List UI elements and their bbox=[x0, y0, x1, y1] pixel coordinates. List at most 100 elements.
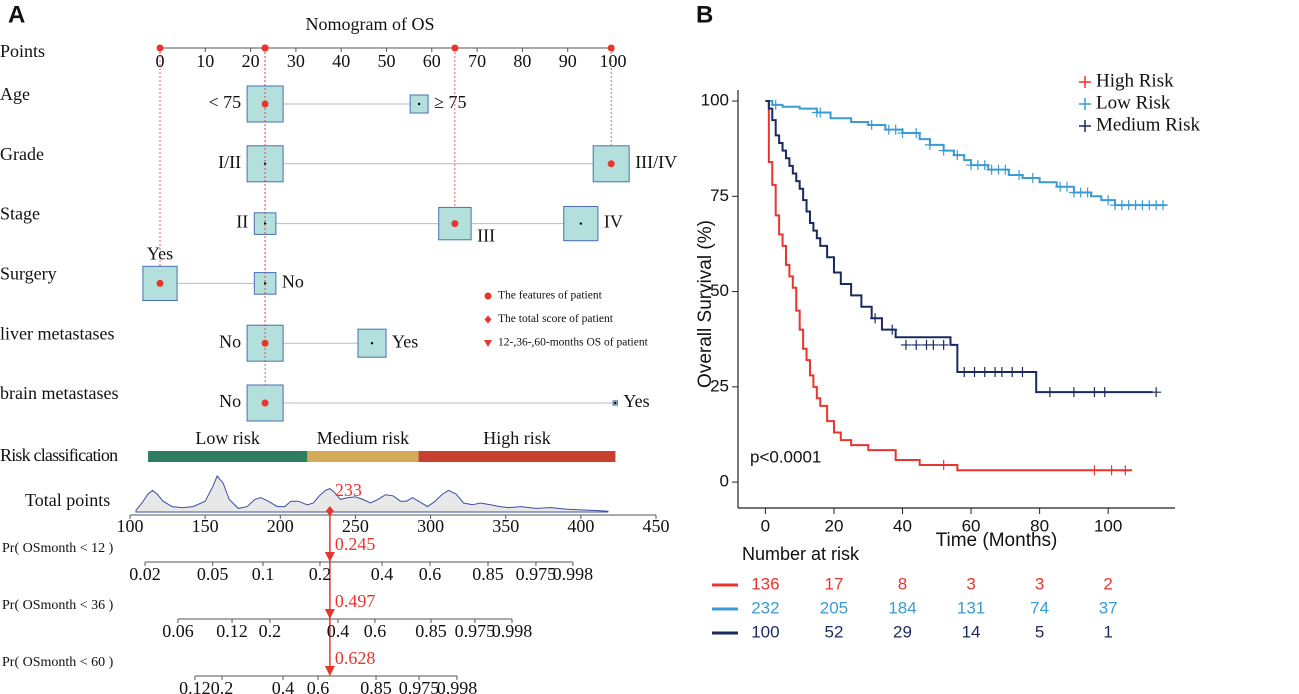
tick-label: 70 bbox=[468, 51, 486, 71]
censor-mark bbox=[1017, 366, 1028, 377]
censor-mark bbox=[969, 366, 980, 377]
level-dot bbox=[263, 162, 267, 165]
density bbox=[135, 475, 609, 513]
tick-label: 250 bbox=[342, 516, 369, 536]
tick-label: 0.4 bbox=[327, 621, 350, 641]
risk-segment bbox=[307, 451, 419, 462]
at-risk-count: 136 bbox=[751, 574, 779, 593]
at-risk-count: 131 bbox=[957, 598, 985, 617]
variable-name: Grade bbox=[0, 144, 44, 164]
panel-label: A bbox=[8, 1, 25, 28]
probability-marker bbox=[324, 552, 335, 562]
legend-label: 12-,36-,60-months OS of patient bbox=[498, 337, 649, 349]
tick-label: 0.85 bbox=[415, 621, 447, 641]
tick-label: 0.85 bbox=[360, 678, 392, 694]
tick-label: 0.2 bbox=[259, 621, 282, 641]
level-label: IV bbox=[604, 212, 623, 232]
tick-label: 0.998 bbox=[437, 678, 478, 694]
censor-mark bbox=[815, 107, 826, 118]
tick-label: 0.12 bbox=[179, 678, 211, 694]
risk-segment bbox=[148, 451, 308, 462]
tick-label: 100 bbox=[600, 51, 627, 71]
risk-label: High risk bbox=[483, 428, 551, 448]
axis-label: Points bbox=[0, 41, 45, 61]
y-axis-label: Overall Survival (%) bbox=[695, 220, 716, 388]
censor-mark bbox=[938, 459, 949, 470]
variable-name: Stage bbox=[0, 204, 40, 224]
tick-label: 0.2 bbox=[211, 678, 234, 694]
censor-mark bbox=[959, 366, 970, 377]
level-label: No bbox=[219, 391, 241, 411]
censor-mark bbox=[1158, 200, 1168, 211]
at-risk-count: 3 bbox=[966, 574, 975, 593]
x-tick-label: 20 bbox=[825, 516, 844, 535]
tick-label: 0.02 bbox=[129, 564, 161, 584]
censor-mark bbox=[770, 99, 781, 110]
tick-label: 0.12 bbox=[216, 621, 248, 641]
censor-mark bbox=[1000, 164, 1011, 175]
axis-label: Pr( OSmonth < 36 ) bbox=[2, 598, 114, 613]
at-risk-title: Number at risk bbox=[742, 544, 860, 564]
level-label: < 75 bbox=[208, 92, 241, 112]
level-label: III/IV bbox=[635, 152, 677, 172]
patient-feature bbox=[607, 160, 615, 168]
at-risk-count: 14 bbox=[962, 622, 981, 641]
axis-label: Pr( OSmonth < 60 ) bbox=[2, 655, 114, 670]
points-marker bbox=[261, 44, 269, 52]
tick-label: 150 bbox=[192, 516, 219, 536]
points-marker bbox=[607, 44, 615, 52]
tick-label: 400 bbox=[567, 516, 594, 536]
variable-name: liver metastases bbox=[0, 323, 114, 343]
tick-label: 0.998 bbox=[492, 621, 533, 641]
total-score-label: 233 bbox=[335, 480, 362, 500]
axis-label: Risk classification bbox=[0, 445, 118, 465]
legend-label: The total score of patient bbox=[498, 313, 614, 325]
at-risk-count: 1 bbox=[1103, 622, 1112, 641]
tick-label: 0.1 bbox=[252, 564, 275, 584]
level-label: Yes bbox=[147, 243, 173, 263]
censor-mark bbox=[928, 339, 939, 350]
level-label: III bbox=[477, 226, 495, 246]
censor-mark bbox=[1120, 465, 1131, 476]
censor-mark bbox=[924, 139, 935, 150]
x-tick-label: 60 bbox=[962, 516, 981, 535]
at-risk-count: 37 bbox=[1099, 598, 1118, 617]
probability-label: 0.245 bbox=[335, 534, 376, 554]
at-risk-count: 8 bbox=[898, 574, 907, 593]
tick-label: 200 bbox=[267, 516, 294, 536]
at-risk-count: 232 bbox=[751, 598, 779, 617]
variable-name: brain metastases bbox=[0, 383, 118, 403]
level-label: Yes bbox=[623, 391, 649, 411]
tick-label: 0.6 bbox=[307, 678, 330, 694]
censor-mark bbox=[1014, 169, 1025, 180]
axis-label: Pr( OSmonth < 12 ) bbox=[2, 541, 114, 556]
censor-mark bbox=[1062, 181, 1073, 192]
tick-label: 0.4 bbox=[371, 564, 394, 584]
level-dot bbox=[417, 102, 421, 106]
tick-label: 60 bbox=[423, 51, 441, 71]
y-tick-label: 100 bbox=[701, 91, 729, 110]
censor-mark bbox=[911, 128, 922, 139]
legend-symbol bbox=[1079, 98, 1091, 110]
axis-label: Total points bbox=[25, 490, 110, 510]
tick-label: 0.6 bbox=[364, 621, 387, 641]
level-label: II bbox=[236, 212, 248, 232]
censor-mark bbox=[887, 324, 898, 335]
tick-label: 0.975 bbox=[516, 564, 557, 584]
risk-label: Low risk bbox=[195, 428, 260, 448]
at-risk-count: 205 bbox=[820, 598, 848, 617]
censor-mark bbox=[890, 124, 901, 135]
at-risk-count: 184 bbox=[888, 598, 916, 617]
level-dot bbox=[579, 222, 583, 225]
censor-mark bbox=[1103, 195, 1114, 206]
tick-label: 0.6 bbox=[419, 564, 442, 584]
level-label: I/II bbox=[218, 152, 241, 172]
probability-label: 0.497 bbox=[335, 591, 376, 611]
patient-feature bbox=[451, 220, 459, 228]
censor-mark bbox=[1068, 387, 1079, 398]
censor-mark bbox=[900, 339, 911, 350]
tick-label: 350 bbox=[492, 516, 519, 536]
variable-name: Surgery bbox=[0, 264, 57, 284]
panel-label: B bbox=[696, 1, 713, 28]
